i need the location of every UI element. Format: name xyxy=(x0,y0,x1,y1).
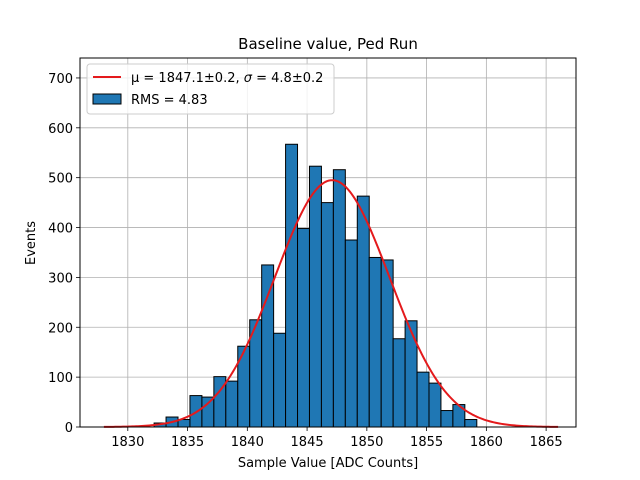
y-tick-label: 500 xyxy=(48,172,73,187)
histogram-bar xyxy=(201,396,215,428)
histogram-bar xyxy=(416,371,430,428)
y-tick-label: 400 xyxy=(48,222,73,237)
chart-title: Baseline value, Ped Run xyxy=(238,35,418,53)
y-tick-label: 0 xyxy=(65,421,73,436)
y-axis-ticks: 0 100 200 300 400 500 600 700 xyxy=(48,72,80,436)
legend-box xyxy=(86,63,335,115)
legend-histogram-label: RMS = 4.83 xyxy=(131,93,208,108)
x-tick-label: 1830 xyxy=(111,435,144,450)
histogram-bar xyxy=(392,338,406,428)
histogram-bar xyxy=(285,143,299,428)
histogram-bar xyxy=(368,256,382,428)
x-tick-label: 1835 xyxy=(171,435,204,450)
legend-fit-sigma: σ xyxy=(244,71,253,86)
histogram-bar xyxy=(273,332,287,428)
histogram-bar xyxy=(297,228,310,428)
legend-fit-prefix: μ = 1847.1±0.2, xyxy=(131,71,244,86)
histogram-bar xyxy=(261,264,275,428)
histogram-bar xyxy=(225,380,239,428)
x-axis-ticks: 1830 1835 1840 1845 1850 1855 1860 1865 xyxy=(111,427,563,450)
y-tick-label: 300 xyxy=(48,271,73,286)
legend-fit-label: μ = 1847.1±0.2, σ = 4.8±0.2 xyxy=(131,71,323,86)
histogram-bar xyxy=(440,410,454,428)
histogram-bar xyxy=(344,239,358,428)
y-tick-label: 600 xyxy=(48,122,73,137)
plot-frame xyxy=(79,57,577,428)
y-tick-label: 200 xyxy=(48,321,73,336)
histogram-bar xyxy=(428,382,442,428)
x-tick-label: 1855 xyxy=(410,435,443,450)
histogram-bar xyxy=(320,202,334,428)
x-tick-label: 1845 xyxy=(291,435,324,450)
histogram-bar xyxy=(356,195,370,428)
histogram-bar xyxy=(308,165,322,428)
y-tick-label: 700 xyxy=(48,72,73,87)
legend-histogram-swatch xyxy=(92,93,122,105)
x-tick-label: 1840 xyxy=(231,435,264,450)
histogram-bar xyxy=(464,419,478,428)
y-axis-label: Events xyxy=(24,221,39,265)
y-tick-label: 100 xyxy=(48,371,73,386)
legend-fit-suffix: = 4.8±0.2 xyxy=(252,71,323,86)
x-tick-label: 1865 xyxy=(530,435,563,450)
histogram-bar xyxy=(332,169,346,428)
legend: μ = 1847.1±0.2, σ = 4.8±0.2 RMS = 4.83 xyxy=(86,63,335,115)
x-tick-label: 1850 xyxy=(350,435,383,450)
histogram-bar xyxy=(404,320,418,428)
x-tick-label: 1860 xyxy=(470,435,503,450)
x-axis-label: Sample Value [ADC Counts] xyxy=(238,456,418,471)
gaussian-fit-line xyxy=(103,179,559,428)
histogram-bar xyxy=(380,259,394,428)
